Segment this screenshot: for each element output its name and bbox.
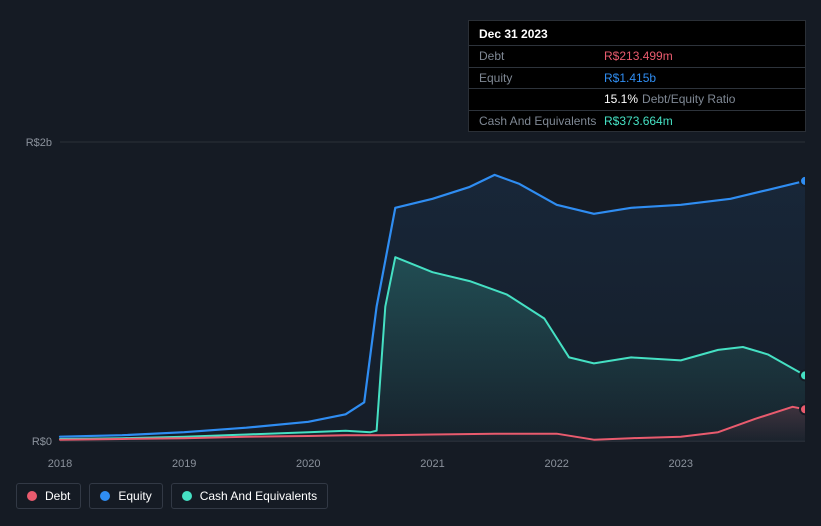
x-tick-label: 2022 — [544, 458, 568, 470]
legend-item-label: Cash And Equivalents — [200, 489, 317, 503]
tooltip-row: Cash And EquivalentsR$373.664m — [469, 110, 805, 131]
legend-item-label: Debt — [45, 489, 70, 503]
legend-dot-icon — [182, 491, 192, 501]
series-end-dot-equity — [800, 176, 805, 186]
tooltip-row-value: R$1.415b — [604, 71, 656, 85]
x-tick-label: 2018 — [48, 458, 72, 470]
legend-item-label: Equity — [118, 489, 151, 503]
tooltip-title: Dec 31 2023 — [469, 21, 805, 45]
x-tick-label: 2023 — [669, 458, 693, 470]
tooltip-row-value: 15.1% — [604, 92, 638, 106]
tooltip-row-label — [479, 92, 604, 106]
x-tick-label: 2021 — [420, 458, 444, 470]
tooltip-row-value: R$373.664m — [604, 114, 673, 128]
legend-item-cash[interactable]: Cash And Equivalents — [171, 483, 328, 509]
tooltip-row: 15.1% Debt/Equity Ratio — [469, 88, 805, 109]
tooltip-row-value: R$213.499m — [604, 49, 673, 63]
chart-tooltip: Dec 31 2023 DebtR$213.499mEquityR$1.415b… — [468, 20, 806, 132]
legend-dot-icon — [27, 491, 37, 501]
legend-item-equity[interactable]: Equity — [89, 483, 162, 509]
tooltip-row: DebtR$213.499m — [469, 45, 805, 66]
tooltip-row-label: Equity — [479, 71, 604, 85]
series-end-dot-debt — [800, 404, 805, 414]
tooltip-row: EquityR$1.415b — [469, 67, 805, 88]
legend-item-debt[interactable]: Debt — [16, 483, 81, 509]
legend: Debt Equity Cash And Equivalents — [16, 483, 328, 509]
series-end-dot-cash — [800, 370, 805, 380]
x-tick-label: 2020 — [296, 458, 320, 470]
tooltip-row-label: Debt — [479, 49, 604, 63]
x-tick-label: 2019 — [172, 458, 196, 470]
y-tick-label: R$0 — [32, 436, 52, 448]
tooltip-row-label: Cash And Equivalents — [479, 114, 604, 128]
y-tick-label: R$2b — [26, 137, 52, 149]
tooltip-row-extra: Debt/Equity Ratio — [642, 92, 735, 106]
legend-dot-icon — [100, 491, 110, 501]
